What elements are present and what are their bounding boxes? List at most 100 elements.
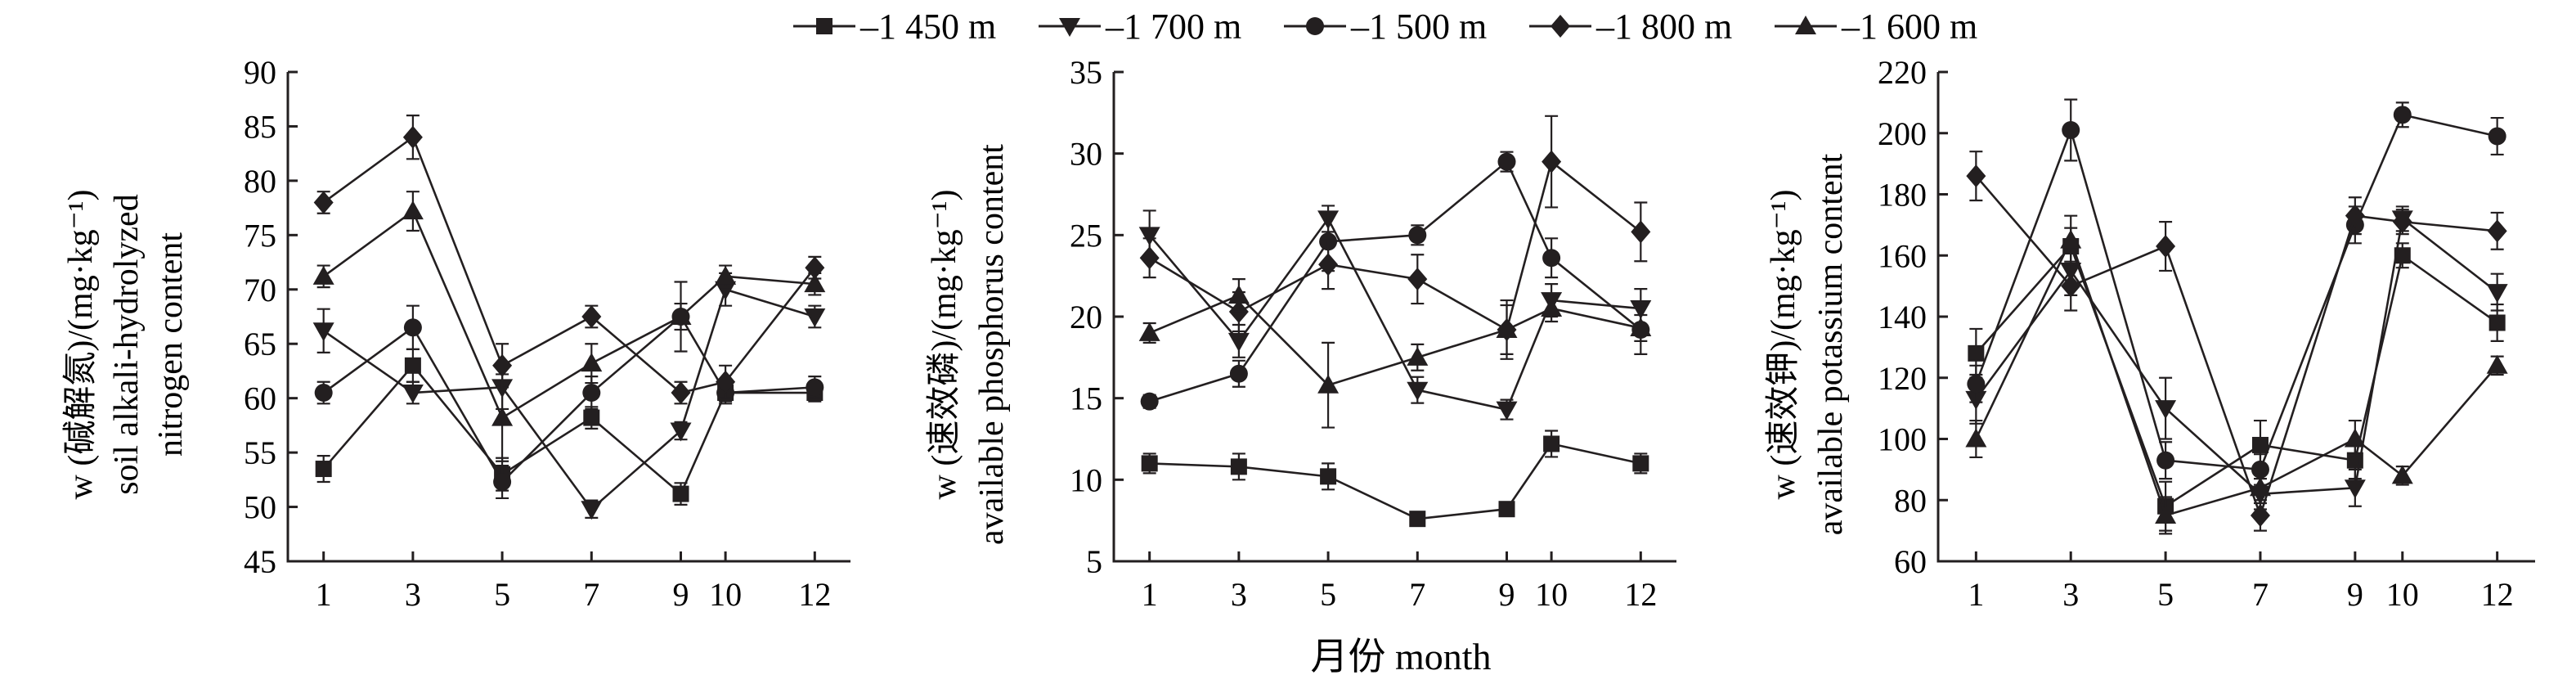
data-point (670, 306, 692, 325)
panel-nitrogen: w (碱解氮)/(mg·kg⁻¹) soil alkali-hydrolyzed… (62, 54, 850, 613)
data-point (2344, 479, 2366, 499)
y-tick-label: 120 (1878, 360, 1927, 397)
data-point (491, 407, 514, 426)
data-point (1407, 346, 1429, 366)
data-point (1498, 501, 1515, 518)
x-tick-label: 12 (798, 576, 831, 613)
data-point (804, 273, 826, 293)
legend-square-icon (816, 18, 832, 34)
data-point (1230, 458, 1247, 475)
data-point (1630, 317, 1652, 336)
x-tick-label: 3 (2062, 576, 2079, 613)
y-tick-label: 80 (1894, 482, 1927, 519)
legend: –1 450 m –1 700 m –1 500 m –1 800 m –1 600 m (793, 7, 1977, 47)
data-point (312, 322, 334, 342)
data-point (1140, 392, 1159, 411)
y-tick-label: 65 (244, 326, 276, 362)
series-line (1149, 294, 1641, 387)
data-point (2250, 503, 2270, 527)
series (1967, 98, 2506, 486)
series (314, 302, 824, 500)
legend-label: –1 600 m (1841, 7, 1977, 47)
x-tick-label: 7 (583, 576, 599, 613)
series (312, 191, 826, 462)
data-point (314, 384, 333, 403)
data-point (581, 501, 603, 520)
data-point (582, 384, 601, 403)
data-point (581, 353, 603, 372)
data-point (1407, 381, 1429, 401)
y-tick-label: 30 (1070, 136, 1102, 173)
legend-label: –1 450 m (859, 7, 996, 47)
y-tick-label: 140 (1878, 299, 1927, 335)
x-tick-label: 9 (1499, 576, 1515, 613)
data-point (2061, 274, 2081, 298)
x-tick-label: 10 (2386, 576, 2419, 613)
y-tick-label: 25 (1070, 217, 1102, 254)
data-point (1496, 401, 1518, 421)
data-point (1967, 375, 1986, 394)
data-point (804, 308, 826, 327)
data-point (2155, 400, 2177, 420)
data-point (1966, 164, 1986, 188)
data-point (493, 472, 512, 491)
y-tick-label: 80 (244, 163, 276, 200)
data-point (2487, 219, 2507, 243)
x-tick-label: 9 (2347, 576, 2363, 613)
data-point (1631, 220, 1651, 244)
legend-entry: –1 800 m (1529, 7, 1732, 47)
data-point (313, 191, 334, 214)
data-point (404, 357, 421, 374)
ylabel-potassium-line2: available potassium content (1812, 153, 1850, 535)
data-point (2486, 354, 2508, 374)
x-tick-label: 1 (1968, 576, 1984, 613)
data-point (1542, 249, 1561, 268)
data-point (312, 265, 334, 285)
ylabel-phosphorus-line2: available phosphorus content (973, 144, 1011, 545)
ylabel-nitrogen-line2: soil alkali-hydrolyzed (108, 194, 146, 494)
series-line (322, 315, 815, 484)
x-tick-label: 1 (316, 576, 332, 613)
series (1140, 151, 1650, 411)
data-point (1317, 374, 1340, 394)
data-point (716, 370, 736, 394)
x-tick-label: 12 (2481, 576, 2514, 613)
ylabel-potassium-line1: w (速效钾)/(mg·kg⁻¹) (1765, 190, 1802, 500)
data-point (1968, 344, 1985, 362)
y-tick-label: 45 (244, 543, 276, 580)
series (1141, 430, 1649, 528)
data-point (2488, 127, 2506, 146)
panel-phosphorus: w (速效磷)/(mg·kg⁻¹) available phosphorus c… (926, 54, 1676, 613)
xaxis-label: 月份 month (1310, 636, 1491, 677)
data-point (1632, 455, 1649, 472)
series-line (1975, 237, 2498, 517)
data-point (1318, 253, 1339, 277)
axis-lines (1936, 72, 2535, 563)
series (1139, 115, 1651, 355)
y-tick-label: 90 (244, 54, 276, 91)
y-tick-label: 60 (244, 380, 276, 417)
data-point (2062, 121, 2080, 140)
y-tick-label: 10 (1070, 461, 1102, 498)
data-point (1138, 227, 1160, 246)
ylabel-nitrogen-line3: nitrogen content (152, 232, 190, 457)
legend-label: –1 500 m (1350, 7, 1487, 47)
y-tick-label: 70 (244, 272, 276, 308)
data-point (402, 125, 423, 149)
y-tick-label: 180 (1878, 177, 1927, 214)
y-tick-label: 200 (1878, 115, 1927, 152)
axis-lines (286, 72, 850, 563)
data-point (2251, 436, 2269, 453)
data-point (2249, 477, 2271, 497)
data-point (670, 422, 692, 442)
y-tick-label: 50 (244, 489, 276, 526)
data-point (2060, 229, 2082, 249)
data-point (583, 409, 600, 426)
y-tick-label: 160 (1878, 237, 1927, 274)
legend-label: –1 700 m (1105, 7, 1241, 47)
x-tick-label: 3 (405, 576, 421, 613)
legend-diamond-icon (1551, 15, 1570, 38)
series (1965, 214, 2508, 535)
series (1965, 205, 2508, 511)
y-tick-label: 100 (1878, 421, 1927, 458)
